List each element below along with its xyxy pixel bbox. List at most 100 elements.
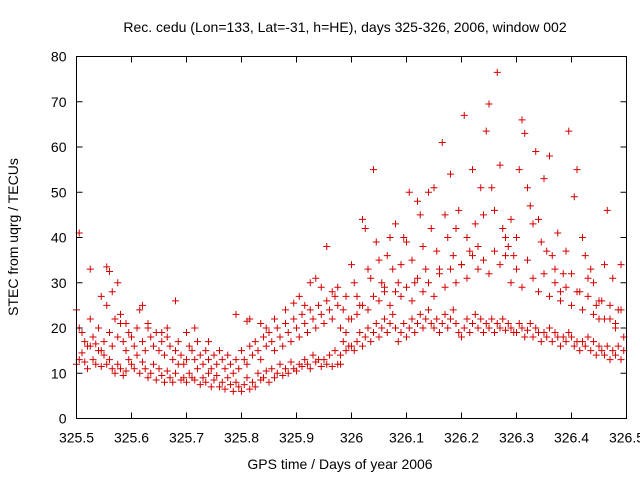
data-point xyxy=(221,365,229,373)
data-point xyxy=(403,238,410,246)
data-point xyxy=(433,315,441,323)
data-point xyxy=(584,333,592,341)
data-point xyxy=(265,378,273,386)
data-point xyxy=(364,324,372,332)
data-point xyxy=(221,385,229,393)
data-point xyxy=(433,247,441,255)
data-point xyxy=(150,342,157,350)
data-point xyxy=(235,365,243,373)
data-point xyxy=(207,365,215,373)
data-point xyxy=(128,360,135,368)
data-point xyxy=(147,333,155,341)
data-point xyxy=(546,292,553,300)
data-point xyxy=(111,315,119,323)
data-point xyxy=(100,338,108,346)
data-point xyxy=(257,319,265,327)
data-point xyxy=(408,315,416,323)
data-point xyxy=(529,274,537,282)
y-tick-label: 0 xyxy=(59,411,67,427)
data-point xyxy=(513,234,520,241)
data-point xyxy=(551,279,559,287)
data-point xyxy=(427,224,435,232)
data-point xyxy=(535,215,542,223)
data-point xyxy=(463,274,471,282)
data-point xyxy=(348,261,355,269)
x-tick-label: 326.2 xyxy=(444,430,479,446)
data-point xyxy=(155,365,163,373)
data-point xyxy=(301,356,309,364)
data-point xyxy=(460,111,468,119)
data-point xyxy=(194,338,201,346)
data-point xyxy=(251,338,259,346)
data-point xyxy=(317,283,325,291)
data-point xyxy=(293,367,300,375)
data-point xyxy=(81,358,89,366)
data-point xyxy=(617,306,625,314)
data-point xyxy=(557,342,564,350)
data-point xyxy=(350,279,358,287)
data-point xyxy=(326,351,333,359)
data-point xyxy=(141,347,149,355)
data-point xyxy=(502,326,509,334)
data-point xyxy=(279,342,287,350)
data-point xyxy=(166,342,174,350)
data-point xyxy=(92,340,100,348)
data-point xyxy=(576,347,584,355)
data-point xyxy=(601,351,608,359)
data-point xyxy=(232,356,240,364)
data-point xyxy=(521,129,529,137)
data-point xyxy=(172,369,179,377)
data-point xyxy=(213,372,221,380)
data-point xyxy=(460,324,468,332)
data-points xyxy=(73,68,628,395)
data-point xyxy=(161,351,168,359)
data-point xyxy=(510,252,518,260)
data-point xyxy=(240,356,248,364)
data-point xyxy=(249,351,256,359)
data-point xyxy=(262,367,270,375)
data-point xyxy=(405,324,413,332)
data-point xyxy=(559,333,567,341)
data-point xyxy=(392,288,399,296)
data-point xyxy=(397,292,405,300)
data-point xyxy=(353,292,361,300)
data-point xyxy=(606,356,614,364)
data-point xyxy=(493,319,501,327)
data-point xyxy=(128,333,135,341)
data-point xyxy=(218,356,226,364)
data-point xyxy=(117,365,124,373)
data-point xyxy=(361,224,369,232)
data-point xyxy=(298,310,306,318)
data-point xyxy=(271,315,278,323)
data-point xyxy=(568,333,575,341)
data-point xyxy=(254,369,262,377)
data-point xyxy=(609,347,617,355)
data-point xyxy=(425,279,432,287)
data-point xyxy=(155,347,163,355)
data-point xyxy=(565,329,573,337)
data-point xyxy=(568,301,575,309)
data-point xyxy=(163,367,171,375)
data-point xyxy=(331,347,339,355)
data-point xyxy=(559,270,567,278)
data-point xyxy=(614,342,622,350)
data-point xyxy=(185,342,193,350)
data-point xyxy=(370,329,377,337)
data-point xyxy=(422,315,430,323)
data-point xyxy=(499,315,507,323)
data-point xyxy=(342,292,350,300)
data-point xyxy=(441,310,449,318)
data-point xyxy=(590,338,597,346)
data-point xyxy=(257,356,265,364)
data-point xyxy=(411,279,419,287)
data-point xyxy=(389,265,397,273)
data-point xyxy=(482,127,490,135)
data-point xyxy=(469,166,476,174)
x-tick-label: 325.9 xyxy=(279,430,314,446)
data-point xyxy=(466,329,474,337)
data-point xyxy=(320,356,328,364)
data-point xyxy=(188,347,196,355)
data-point xyxy=(130,365,138,373)
data-point xyxy=(227,360,234,368)
data-point xyxy=(480,256,487,264)
